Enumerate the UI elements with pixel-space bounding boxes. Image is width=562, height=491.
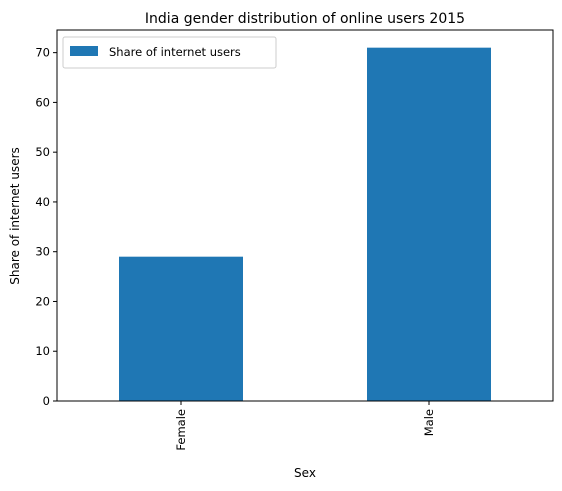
y-tick-label: 0 — [43, 394, 50, 408]
bar-male — [367, 47, 491, 402]
y-tick-label: 20 — [35, 294, 50, 308]
legend: Share of internet users — [62, 36, 277, 69]
plot-area-frame — [56, 29, 554, 402]
legend-swatch — [70, 46, 98, 56]
x-axis: Female Male — [174, 401, 436, 451]
y-axis-label: Share of internet users — [8, 147, 22, 285]
y-axis: 0 10 20 30 40 50 60 70 — [35, 46, 57, 408]
legend-box — [62, 36, 277, 69]
y-tick-label: 40 — [35, 195, 50, 209]
y-tick-label: 60 — [35, 95, 50, 109]
x-axis-label: Sex — [294, 466, 316, 480]
legend-label: Share of internet users — [109, 45, 241, 59]
bars-group — [119, 47, 491, 402]
y-tick-label: 50 — [35, 145, 50, 159]
x-tick-label: Male — [422, 409, 436, 436]
x-tick-label: Female — [174, 409, 188, 451]
y-tick-label: 10 — [35, 344, 50, 358]
y-tick-label: 30 — [35, 245, 50, 259]
bar-female — [119, 256, 243, 401]
y-tick-label: 70 — [35, 46, 50, 60]
chart-title: India gender distribution of online user… — [145, 11, 465, 27]
